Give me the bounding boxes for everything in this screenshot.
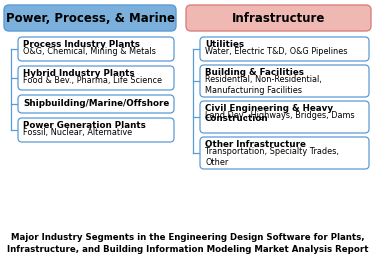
Text: Power Generation Plants: Power Generation Plants	[23, 121, 146, 130]
Text: Hybrid Industry Plants: Hybrid Industry Plants	[23, 69, 135, 78]
FancyBboxPatch shape	[18, 66, 174, 90]
Text: Land Dev., Highways, Bridges, Dams: Land Dev., Highways, Bridges, Dams	[205, 111, 355, 120]
FancyBboxPatch shape	[4, 5, 176, 31]
Text: Water, Electric T&D, O&G Pipelines: Water, Electric T&D, O&G Pipelines	[205, 47, 348, 56]
Text: Other Infrastructure: Other Infrastructure	[205, 140, 306, 149]
Text: Building & Facilities: Building & Facilities	[205, 68, 304, 77]
Text: Fossil, Nuclear, Alternative: Fossil, Nuclear, Alternative	[23, 128, 132, 137]
FancyBboxPatch shape	[186, 5, 371, 31]
Text: Power, Process, & Marine: Power, Process, & Marine	[6, 11, 174, 24]
FancyBboxPatch shape	[200, 137, 369, 169]
Text: Infrastructure, and Building Information Modeling Market Analysis Report: Infrastructure, and Building Information…	[7, 245, 368, 255]
FancyBboxPatch shape	[18, 95, 174, 113]
Text: Process Industry Plants: Process Industry Plants	[23, 40, 140, 49]
FancyBboxPatch shape	[200, 37, 369, 61]
FancyBboxPatch shape	[18, 37, 174, 61]
Text: Infrastructure: Infrastructure	[232, 11, 325, 24]
FancyBboxPatch shape	[200, 65, 369, 97]
Text: Shipbuilding/Marine/Offshore: Shipbuilding/Marine/Offshore	[23, 100, 169, 108]
FancyBboxPatch shape	[18, 118, 174, 142]
Text: Transportation, Specialty Trades,
Other: Transportation, Specialty Trades, Other	[205, 147, 339, 167]
Text: Residential, Non-Residential,
Manufacturing Facilities: Residential, Non-Residential, Manufactur…	[205, 75, 322, 95]
Text: Utilities: Utilities	[205, 40, 244, 49]
Text: Civil Engineering & Heavy
Construction: Civil Engineering & Heavy Construction	[205, 104, 333, 123]
FancyBboxPatch shape	[200, 101, 369, 133]
Text: O&G, Chemical, Mining & Metals: O&G, Chemical, Mining & Metals	[23, 47, 156, 56]
Text: Food & Bev., Pharma, Life Science: Food & Bev., Pharma, Life Science	[23, 76, 162, 85]
Text: Major Industry Segments in the Engineering Design Software for Plants,: Major Industry Segments in the Engineeri…	[10, 233, 364, 243]
